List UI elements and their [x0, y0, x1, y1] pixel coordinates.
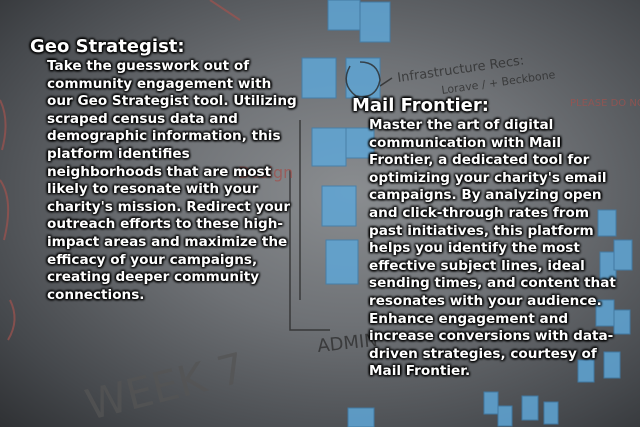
red-marker-stroke [0, 99, 7, 151]
sticky-note [577, 359, 595, 383]
mail-frontier-description: Master the art of digital communication … [369, 117, 616, 380]
sticky-note [325, 239, 359, 285]
sticky-note [603, 351, 621, 379]
geo-strategist-panel: Geo Strategist: Take the guesswork out o… [30, 36, 298, 304]
sticky-note [483, 391, 499, 415]
mail-frontier-title: Mail Frontier: [352, 95, 489, 116]
mail-frontier-panel: Mail Frontier: Master the art of digital… [352, 95, 640, 381]
marker-circle [345, 61, 381, 98]
marker-arrow [379, 77, 393, 87]
sticky-note [597, 209, 617, 237]
geo-strategist-title: Geo Strategist: [30, 36, 185, 57]
geo-strategist-description: Take the guesswork out of community enga… [47, 58, 297, 303]
sticky-note [613, 309, 631, 335]
sticky-note [543, 401, 559, 425]
whiteboard-text: Design [238, 163, 293, 182]
whiteboard-text: PLEASE DO NOT ERASE [570, 98, 640, 109]
sticky-note [327, 0, 361, 31]
marker-bracket [289, 170, 330, 331]
sticky-note [359, 1, 391, 43]
sticky-note [321, 185, 357, 227]
sticky-note [301, 57, 337, 99]
sticky-note [311, 127, 347, 167]
sticky-note [345, 127, 375, 159]
sticky-note [347, 407, 375, 427]
red-marker-stroke [209, 0, 241, 21]
red-marker-stroke [0, 179, 10, 241]
sticky-note [521, 395, 539, 421]
whiteboard-text: WEEK 7 [81, 343, 250, 427]
sticky-note [497, 405, 513, 427]
red-marker-stroke [7, 299, 16, 341]
sticky-note [613, 239, 633, 271]
